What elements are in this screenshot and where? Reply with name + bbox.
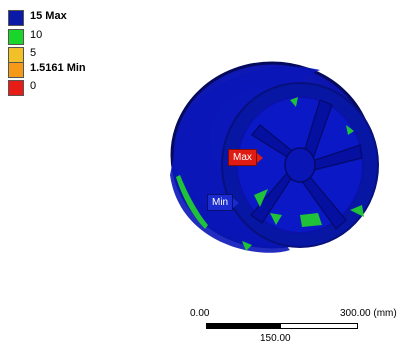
legend-swatch-yellow (8, 47, 24, 63)
scale-end-label: 300.00 (mm) (340, 308, 397, 319)
legend-label-0: 0 (30, 80, 37, 92)
min-probe-label: Min (212, 197, 229, 208)
model-viewport[interactable]: Max Min (150, 45, 410, 275)
max-probe-label: Max (233, 152, 252, 163)
scale-mid-label: 150.00 (260, 333, 291, 344)
scale-bar-black-segment (206, 323, 280, 329)
scale-bar: 0.00 300.00 (mm) 150.00 (190, 308, 412, 348)
min-probe-tag[interactable]: Min (207, 194, 240, 211)
max-probe-tag[interactable]: Max (228, 149, 263, 166)
legend-label-min: 1.5161 Min (30, 62, 86, 74)
wheel-hub (284, 147, 316, 183)
legend-swatch-green (8, 29, 24, 45)
legend-swatch-orange (8, 62, 24, 78)
wheel-model (170, 61, 379, 253)
legend-label-max: 15 Max (30, 10, 67, 22)
legend-swatch-blue (8, 10, 24, 26)
legend-swatch-red (8, 80, 24, 96)
scale-start-label: 0.00 (190, 308, 210, 319)
scale-bar-white-segment (280, 323, 358, 329)
legend-label-5: 5 (30, 47, 37, 59)
legend-label-10: 10 (30, 29, 43, 41)
stress-hotspots (176, 97, 364, 251)
